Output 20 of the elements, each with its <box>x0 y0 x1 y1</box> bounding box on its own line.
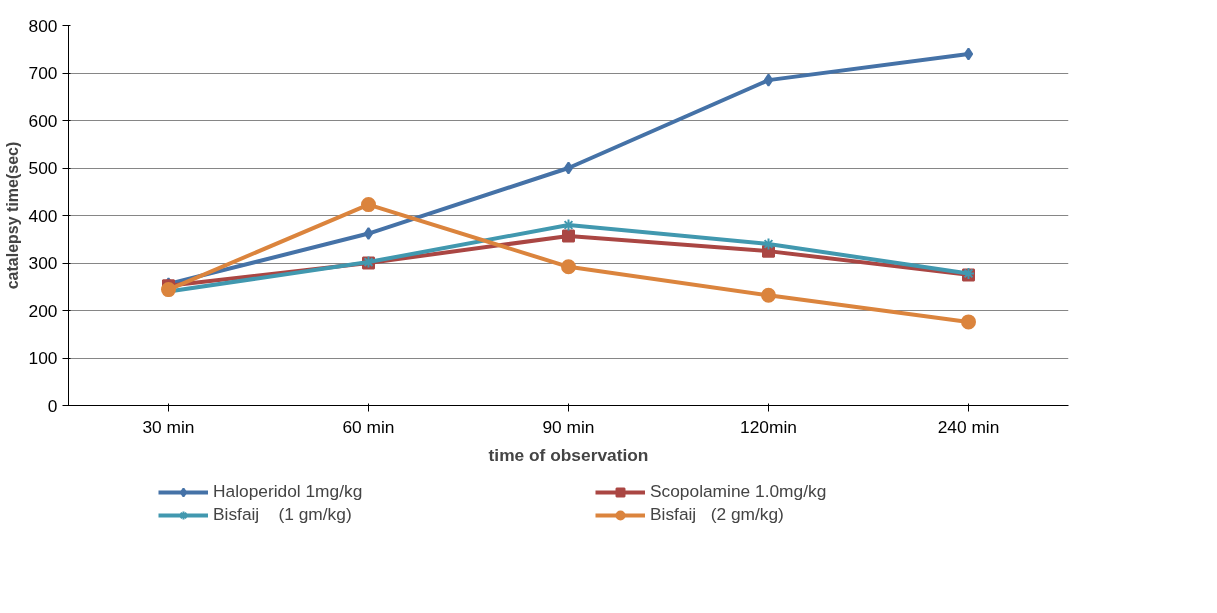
y-tick-label: 800 <box>28 15 58 36</box>
x-tick-label: 30 min <box>142 416 195 437</box>
x-tick-label: 240 min <box>937 416 1000 437</box>
y-axis-title: catalepsy time(sec) <box>3 141 21 290</box>
y-tick-label: 600 <box>28 110 58 131</box>
x-axis-title: time of observation <box>488 444 649 465</box>
x-tick-label: 120min <box>740 416 797 437</box>
y-tick-label: 700 <box>28 63 58 83</box>
legend-label: Bisfaij (1 gm/kg) <box>213 504 353 525</box>
x-tick-label: 90 min <box>542 416 595 437</box>
x-tick-label: 60 min <box>342 416 395 437</box>
legend-label: Bisfaij (2 gm/kg) <box>650 504 785 525</box>
legend-label: Haloperidol 1mg/kg <box>213 481 364 502</box>
y-tick-label: 200 <box>28 300 58 321</box>
y-tick-label: 500 <box>28 158 58 178</box>
y-tick-label: 100 <box>28 348 58 368</box>
y-tick-label: 300 <box>28 253 58 273</box>
legend-label: Scopolamine 1.0mg/kg <box>650 481 828 502</box>
y-tick-label: 400 <box>28 205 58 226</box>
y-tick-label: 0 <box>47 395 58 416</box>
